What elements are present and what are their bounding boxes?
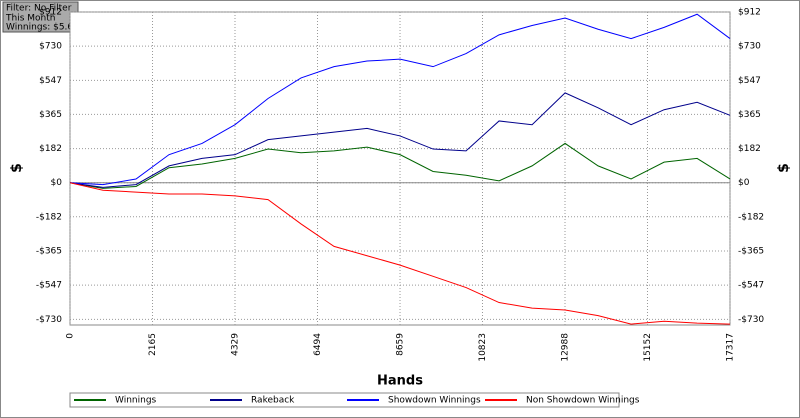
x-tick-label: 10823 — [478, 333, 488, 362]
x-tick-label: 2165 — [148, 333, 158, 356]
x-tick-label: 0 — [66, 333, 76, 339]
info-line: Winnings: $5.63 — [6, 23, 79, 33]
x-tick-label: 17317 — [726, 333, 736, 362]
y-tick-label: -$547 — [36, 281, 62, 291]
y2-tick-label: $547 — [738, 76, 761, 86]
legend-label: Non Showdown Winnings — [526, 396, 640, 406]
y2-tick-label: $182 — [738, 144, 761, 154]
legend-label: Winnings — [115, 396, 157, 406]
y2-tick-label: -$730 — [738, 315, 764, 325]
y-tick-label: $912 — [39, 8, 62, 18]
y2-axis-label: $ — [776, 163, 792, 173]
y-tick-label: -$182 — [36, 212, 62, 222]
x-tick-label: 15152 — [643, 333, 653, 362]
x-tick-label: 8659 — [396, 333, 406, 356]
y-axis-label: $ — [9, 163, 25, 173]
legend-label: Showdown Winnings — [388, 396, 481, 406]
x-tick-label: 4329 — [230, 333, 240, 356]
y2-tick-label: -$182 — [738, 212, 764, 222]
series-line — [69, 142, 731, 189]
y-tick-label: $182 — [39, 144, 62, 154]
series-line — [69, 182, 731, 325]
x-tick-label: 6494 — [313, 333, 323, 356]
y-tick-label: $730 — [39, 42, 62, 52]
info-line: Filter: No Filter — [6, 4, 72, 14]
y-tick-label: $0 — [51, 178, 63, 188]
series-line — [69, 92, 731, 188]
y2-tick-label: $365 — [738, 110, 761, 120]
y-tick-label: $365 — [39, 110, 62, 120]
y2-tick-label: $912 — [738, 8, 761, 18]
info-line: This Month — [5, 14, 55, 24]
y-tick-label: -$365 — [36, 247, 62, 257]
info-box — [2, 1, 79, 33]
y-tick-label: $547 — [39, 76, 62, 86]
y2-tick-label: -$365 — [738, 247, 764, 257]
legend — [69, 392, 620, 408]
series-line — [69, 13, 731, 186]
x-axis-label: Hands — [377, 374, 423, 389]
y2-tick-label: -$547 — [738, 281, 764, 291]
y2-tick-label: $730 — [738, 42, 761, 52]
y-tick-label: -$730 — [36, 315, 62, 325]
y2-tick-label: $0 — [738, 178, 750, 188]
legend-label: Rakeback — [251, 396, 295, 406]
x-tick-label: 12988 — [561, 333, 571, 362]
